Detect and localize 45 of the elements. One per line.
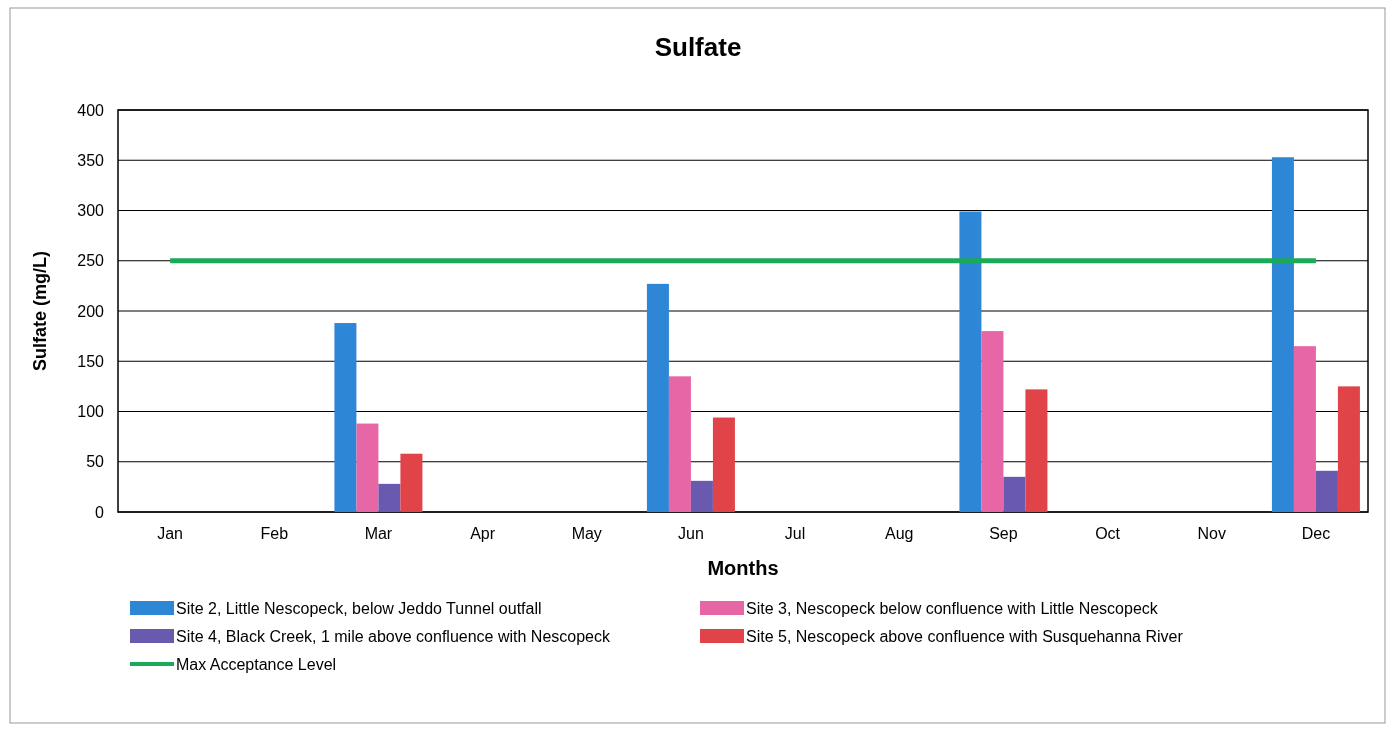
bar xyxy=(690,480,713,512)
x-tick-label: Apr xyxy=(470,525,496,543)
y-tick-label: 350 xyxy=(77,151,105,169)
bar xyxy=(1271,157,1294,512)
y-axis-title: Sulfate (mg/L) xyxy=(30,251,50,371)
x-tick-label: Sep xyxy=(989,525,1018,543)
bar xyxy=(356,423,379,512)
bar xyxy=(1025,389,1048,512)
bar xyxy=(981,331,1004,512)
legend-label: Site 5, Nescopeck above confluence with Susquehanna River xyxy=(746,628,1184,645)
bar xyxy=(959,211,982,512)
bar xyxy=(668,376,691,512)
x-tick-label: Jan xyxy=(157,525,183,543)
y-tick-label: 250 xyxy=(77,252,105,270)
y-tick-label: 50 xyxy=(86,453,105,471)
bar xyxy=(1315,470,1338,512)
y-tick-label: 200 xyxy=(77,302,105,320)
x-tick-label: Jul xyxy=(784,525,806,543)
x-tick-label: Dec xyxy=(1301,525,1331,543)
bar xyxy=(1003,476,1026,512)
y-tick-label: 0 xyxy=(95,503,105,521)
y-tick-label: 150 xyxy=(77,352,105,370)
legend-label: Site 4, Black Creek, 1 mile above confluence with Nescopeck xyxy=(176,628,611,645)
bar xyxy=(334,323,357,512)
bar xyxy=(1337,386,1360,512)
x-tick-label: Oct xyxy=(1095,525,1121,543)
bar xyxy=(712,417,735,512)
x-tick-label: Nov xyxy=(1197,525,1226,543)
y-tick-label: 100 xyxy=(77,403,105,421)
x-axis-title: Months xyxy=(707,557,779,579)
legend-label: Site 2, Little Nescopeck, below Jeddo Tunnel outfall xyxy=(176,600,542,617)
bar xyxy=(378,483,401,512)
bar xyxy=(1293,346,1316,512)
legend-label: Max Acceptance Level xyxy=(176,656,337,673)
y-tick-label: 300 xyxy=(77,202,105,220)
x-tick-label: Feb xyxy=(260,525,289,543)
chart-title: Sulfate xyxy=(654,32,742,62)
y-tick-label: 400 xyxy=(77,101,105,119)
x-tick-label: Jun xyxy=(678,525,704,543)
legend-label: Site 3, Nescopeck below confluence with Little Nescopeck xyxy=(746,600,1159,617)
x-tick-label: Mar xyxy=(364,525,393,543)
x-tick-label: May xyxy=(571,525,602,543)
bar xyxy=(400,453,423,512)
x-tick-label: Aug xyxy=(885,525,914,543)
bar xyxy=(646,283,669,512)
